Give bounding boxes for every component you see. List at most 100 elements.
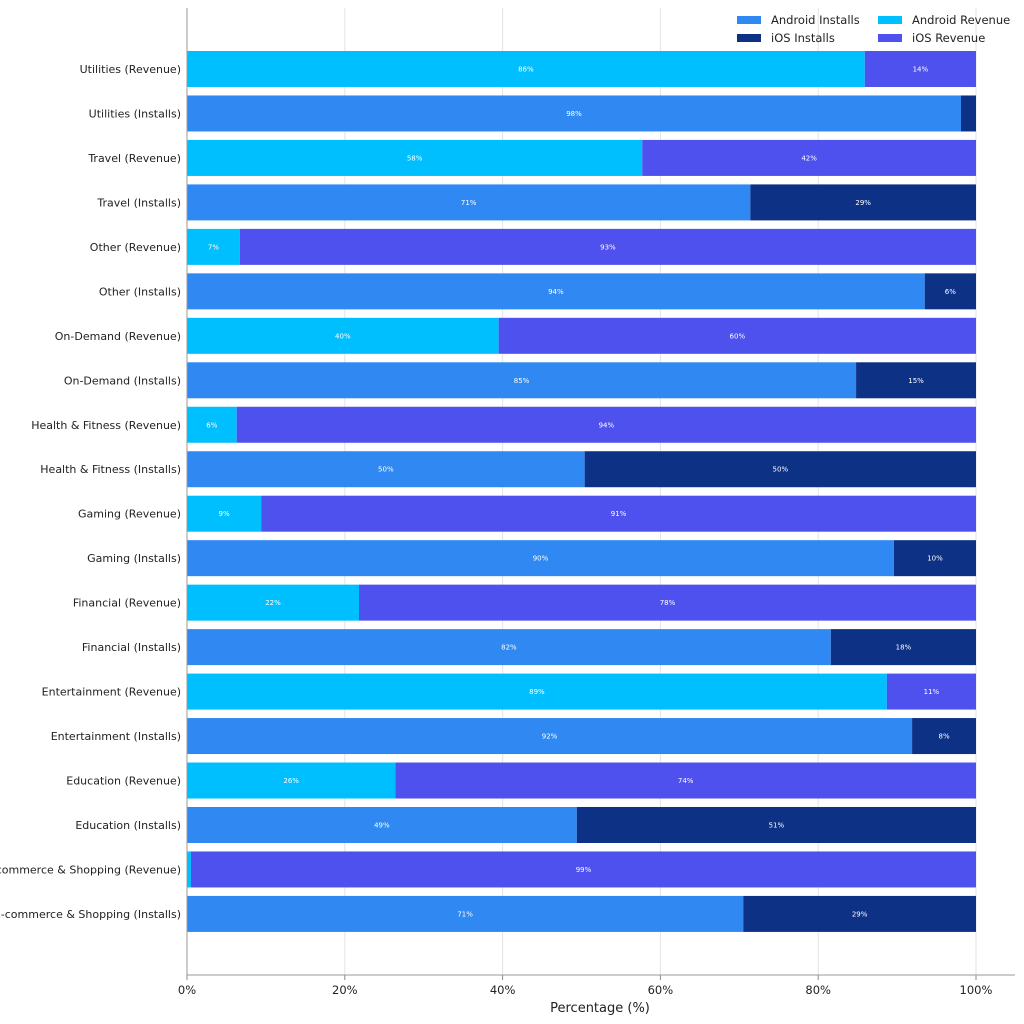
bar-label-android: 86%	[518, 66, 534, 74]
category-label: Entertainment (Installs)	[51, 730, 181, 743]
category-labels: Utilities (Revenue) Utilities (Installs) T…	[0, 63, 181, 921]
bar-ios	[584, 451, 976, 488]
category-label: Utilities (Installs)	[89, 107, 181, 120]
bar-ios	[961, 95, 976, 132]
x-tick-label: 60%	[648, 983, 674, 997]
bar-label-android: 92%	[542, 733, 558, 741]
category-label: Financial (Installs)	[82, 641, 181, 654]
bar-ios	[239, 228, 976, 265]
bar-android	[187, 673, 887, 710]
bar-label-android: 94%	[548, 288, 564, 296]
bar-android	[187, 584, 360, 621]
legend-swatch	[737, 34, 761, 42]
legend-label: Android Installs	[771, 13, 860, 27]
category-label: Gaming (Revenue)	[78, 508, 181, 521]
bar-ios	[261, 495, 976, 532]
bar-label-ios: 8%	[938, 733, 949, 741]
category-label: Financial (Revenue)	[73, 597, 181, 610]
bar-label-android: 90%	[533, 555, 549, 563]
category-label: Health & Fitness (Revenue)	[31, 419, 181, 432]
bar-android	[187, 629, 831, 666]
bars: 86% 14% 98% 58% 42% 71% 29% 7% 93% 94% 6% 40% 60% 85%…	[187, 51, 976, 932]
bar-ios	[359, 584, 976, 621]
bar-label-android: 7%	[208, 243, 219, 251]
x-axis-label: Percentage (%)	[550, 1001, 650, 1016]
bar-android	[187, 273, 925, 310]
category-label: Utilities (Revenue)	[80, 63, 181, 76]
bar-label-android: 9%	[219, 510, 230, 518]
bar-label-android: 71%	[461, 199, 477, 207]
bar-android	[187, 95, 962, 132]
bar-android	[187, 495, 262, 532]
bar-label-ios: 14%	[913, 66, 929, 74]
bar-android	[187, 451, 585, 488]
bar-android	[187, 317, 499, 354]
category-label: Travel (Installs)	[96, 196, 181, 209]
x-tick-label: 20%	[332, 983, 358, 997]
bar-android	[187, 406, 237, 443]
bar-ios	[856, 362, 976, 399]
bar-android	[187, 895, 744, 932]
category-label: Education (Revenue)	[66, 775, 181, 788]
x-tick-label: 80%	[805, 983, 831, 997]
bar-label-android: 40%	[335, 332, 351, 340]
bar-ios	[912, 718, 976, 755]
bar-ios	[886, 673, 976, 710]
bar-ios	[395, 762, 976, 799]
bar-label-ios: 42%	[801, 154, 817, 162]
bar-android	[187, 51, 865, 87]
bar-ios	[864, 51, 976, 87]
bar-label-ios: 74%	[678, 777, 694, 785]
bar-ios	[190, 851, 976, 888]
bar-label-ios: 29%	[852, 910, 868, 918]
bar-ios	[236, 406, 976, 443]
bar-label-android: 49%	[374, 821, 390, 829]
bar-label-android: 6%	[206, 421, 217, 429]
category-label: Entertainment (Revenue)	[42, 686, 181, 699]
category-label: Education (Installs)	[75, 819, 181, 832]
legend: Android Installs iOS Installs Android Reve…	[737, 13, 1010, 45]
bar-label-ios: 10%	[927, 555, 943, 563]
x-tick-label: 0%	[178, 983, 196, 997]
x-axis: 0% 20% 40% 60% 80% 100%	[178, 8, 1015, 997]
bar-android	[187, 540, 894, 577]
bar-android	[187, 139, 643, 176]
legend-label: iOS Installs	[771, 31, 835, 45]
bar-label-android: 22%	[265, 599, 281, 607]
bar-label-android: 89%	[529, 688, 545, 696]
legend-swatch	[737, 16, 761, 24]
bar-ios	[893, 540, 976, 577]
bar-ios	[830, 629, 976, 666]
bar-label-android: 98%	[566, 110, 582, 118]
bar-ios	[924, 273, 976, 310]
bar-label-ios: 11%	[924, 688, 940, 696]
bar-label-ios: 99%	[576, 866, 592, 874]
bar-android	[187, 851, 191, 888]
category-label: E-commerce & Shopping (Installs)	[0, 908, 181, 921]
bar-android	[187, 228, 240, 265]
bar-label-ios: 6%	[945, 288, 956, 296]
bar-label-ios: 93%	[600, 243, 616, 251]
bar-label-ios: 15%	[908, 377, 924, 385]
x-tick-label: 100%	[960, 983, 993, 997]
bar-android	[187, 184, 751, 221]
bar-label-android: 58%	[407, 154, 423, 162]
legend-swatch	[878, 34, 902, 42]
bar-label-ios: 91%	[611, 510, 627, 518]
bar-ios	[498, 317, 976, 354]
bar-label-ios: 51%	[769, 821, 785, 829]
category-label: On-Demand (Installs)	[64, 374, 181, 387]
bar-label-android: 82%	[501, 644, 517, 652]
legend-label: iOS Revenue	[912, 31, 985, 45]
category-label: Other (Installs)	[99, 285, 181, 298]
bar-label-android: 26%	[283, 777, 299, 785]
bar-label-android: 71%	[457, 910, 473, 918]
bar-label-ios: 50%	[773, 466, 789, 474]
x-tick-label: 40%	[490, 983, 516, 997]
category-label: Travel (Revenue)	[87, 152, 181, 165]
bar-ios	[743, 895, 976, 932]
bar-android	[187, 806, 577, 843]
bar-android	[187, 718, 913, 755]
legend-label: Android Revenue	[912, 13, 1010, 27]
